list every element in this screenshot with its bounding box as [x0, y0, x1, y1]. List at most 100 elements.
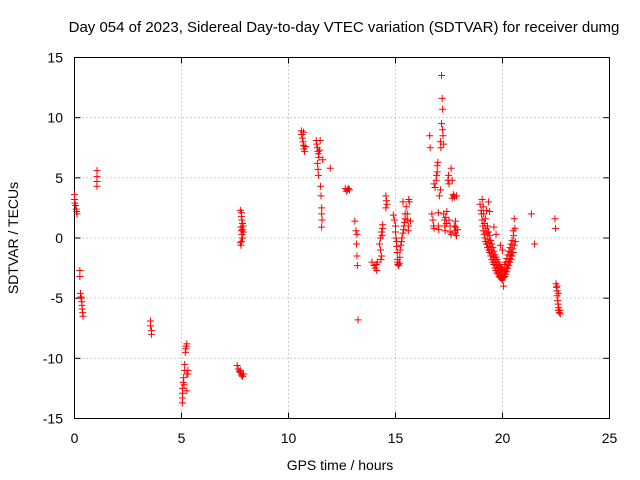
data-point-plus	[183, 340, 191, 348]
data-point-plus	[500, 282, 508, 290]
data-point-plus	[486, 208, 494, 216]
data-point-plus	[487, 236, 495, 244]
data-point-plus	[383, 200, 391, 208]
data-point-plus	[553, 282, 561, 290]
data-point-plus	[344, 185, 352, 193]
data-point-plus	[499, 246, 506, 254]
x-tick-label: 15	[388, 430, 404, 446]
data-point-plus	[236, 366, 244, 374]
data-point-plus	[435, 226, 443, 234]
data-point-plus	[454, 226, 462, 234]
x-tick-label: 10	[281, 430, 297, 446]
data-point-plus	[510, 215, 518, 223]
data-point-plus	[76, 273, 84, 281]
data-point-plus	[481, 215, 489, 223]
data-point-plus	[239, 222, 247, 230]
data-point-plus	[451, 217, 459, 225]
data-point-plus	[552, 224, 560, 232]
data-point-plus	[452, 232, 460, 240]
data-point-plus	[555, 289, 563, 297]
data-point-plus	[431, 183, 439, 191]
data-point-plus	[452, 192, 460, 200]
data-point-plus	[438, 120, 446, 128]
data-point-plus	[403, 210, 411, 218]
data-point-plus	[433, 171, 441, 179]
data-point-plus	[393, 242, 401, 250]
data-point-plus	[426, 144, 434, 152]
data-point-plus	[399, 198, 407, 206]
data-point-plus	[445, 216, 453, 224]
data-point-plus	[180, 381, 188, 389]
data-point-plus	[353, 240, 361, 248]
data-point-plus	[378, 228, 386, 236]
y-tick-label: -10	[43, 350, 63, 366]
data-point-plus	[382, 204, 390, 212]
data-point-plus	[450, 222, 458, 230]
data-point-plus	[438, 72, 446, 80]
data-point-plus	[492, 230, 500, 238]
data-point-plus	[313, 140, 321, 148]
data-point-plus	[353, 262, 361, 270]
data-point-plus	[429, 216, 437, 224]
data-point-plus	[448, 176, 456, 184]
data-point-plus	[377, 256, 385, 264]
data-point-plus	[316, 137, 324, 145]
data-point-plus	[394, 260, 402, 268]
grid	[74, 57, 610, 419]
data-point-plus	[240, 370, 248, 378]
data-point-plus	[180, 374, 188, 382]
data-point-plus	[556, 310, 564, 318]
data-point-plus	[482, 206, 490, 214]
axis-ticks	[74, 57, 610, 419]
data-point-plus	[406, 217, 414, 225]
data-point-plus	[184, 366, 192, 374]
data-point-plus	[479, 203, 487, 211]
data-point-plus	[527, 210, 535, 218]
data-point-plus	[439, 132, 447, 140]
y-tick-label: 15	[47, 50, 63, 66]
data-point-plus	[447, 164, 455, 172]
x-tick-label: 5	[178, 430, 186, 446]
data-points	[71, 72, 564, 407]
data-point-plus	[397, 241, 405, 249]
data-point-plus	[373, 266, 381, 274]
data-point-plus	[379, 221, 387, 229]
data-point-plus	[238, 216, 246, 224]
data-point-plus	[480, 210, 488, 218]
data-point-plus	[73, 210, 81, 218]
data-point-plus	[426, 132, 434, 140]
data-point-plus	[373, 258, 381, 266]
y-tick-label: 5	[55, 170, 63, 186]
data-point-plus	[318, 216, 326, 224]
data-point-plus	[500, 274, 508, 282]
data-point-plus	[313, 159, 321, 167]
data-point-plus	[351, 217, 359, 225]
data-point-plus	[238, 234, 246, 242]
data-point-plus	[551, 215, 559, 223]
data-point-plus	[552, 283, 560, 291]
data-point-plus	[298, 134, 306, 142]
x-tick-label: 25	[602, 430, 618, 446]
data-point-plus	[352, 227, 360, 235]
data-point-plus	[447, 230, 455, 238]
data-point-plus	[93, 182, 101, 190]
data-point-plus	[236, 239, 244, 247]
data-point-plus	[509, 248, 517, 256]
data-point-plus	[299, 128, 307, 136]
data-point-plus	[511, 238, 519, 246]
data-point-plus	[146, 322, 154, 330]
data-point-plus	[445, 180, 453, 188]
data-point-plus	[314, 165, 322, 173]
data-point-plus	[318, 210, 326, 218]
data-point-plus	[433, 162, 441, 170]
data-point-plus	[179, 399, 187, 407]
chart-title: Day 054 of 2023, Sidereal Day-to-day VTE…	[69, 19, 620, 36]
data-point-plus	[438, 94, 446, 102]
data-point-plus	[395, 259, 403, 267]
data-point-plus	[353, 252, 361, 260]
data-point-plus	[392, 222, 399, 230]
data-point-plus	[377, 246, 385, 254]
data-point-plus	[405, 198, 413, 206]
data-point-plus	[378, 232, 386, 240]
